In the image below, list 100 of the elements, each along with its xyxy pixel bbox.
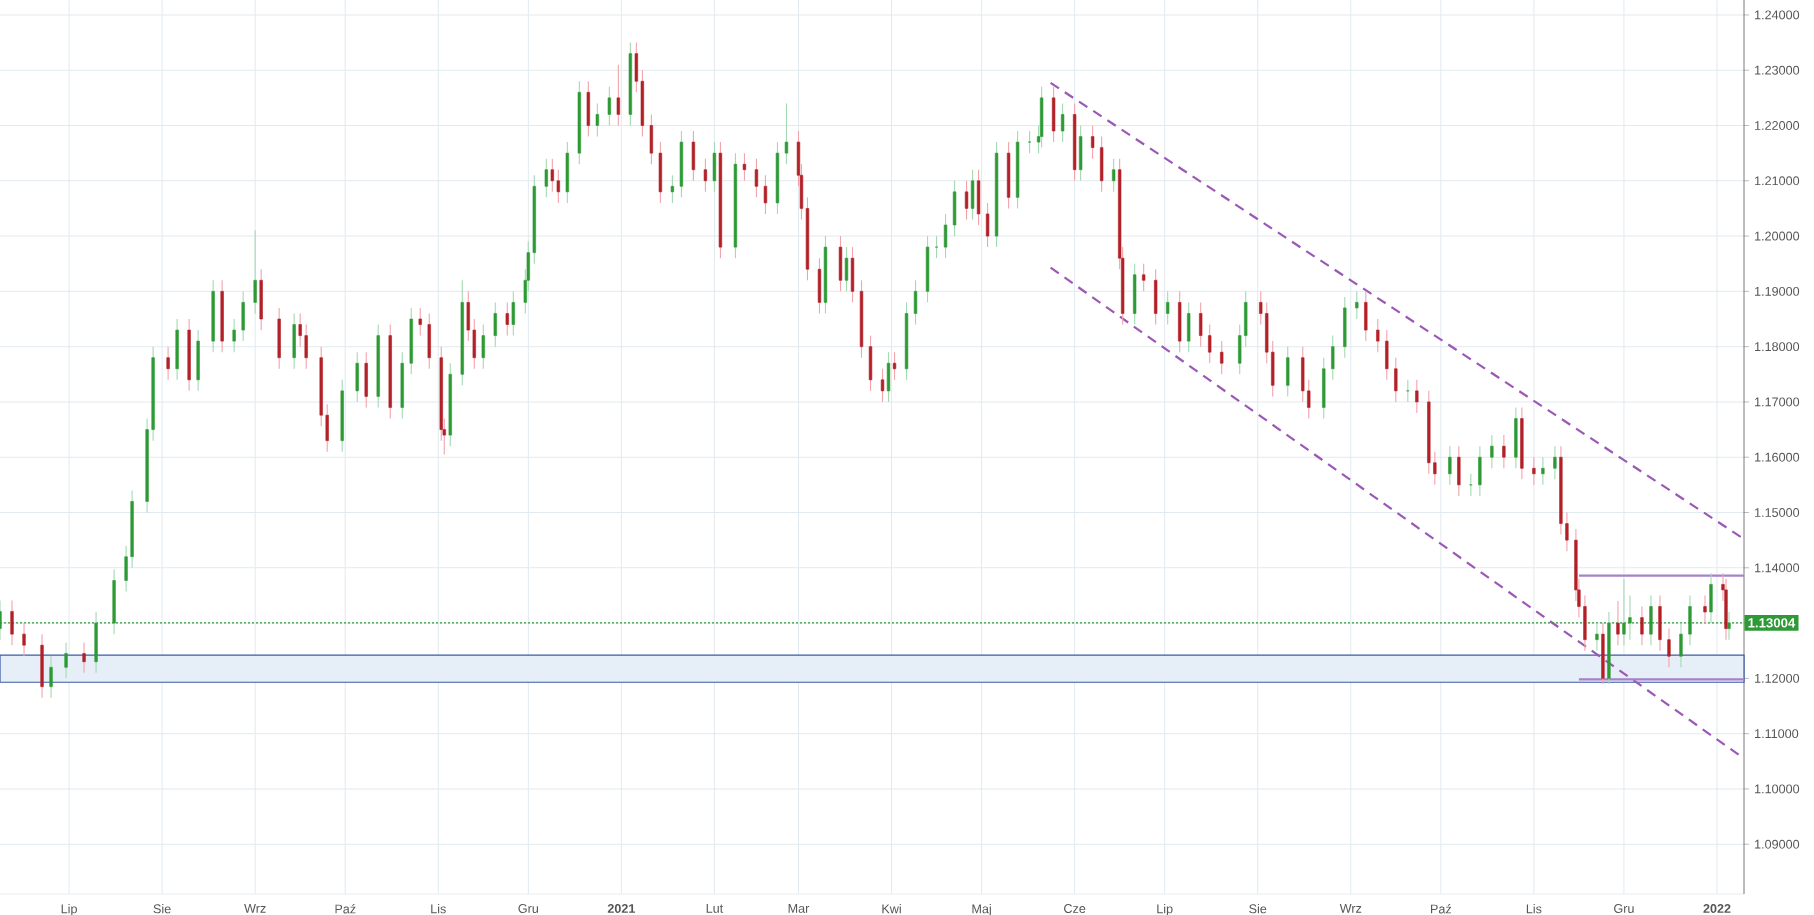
candlestick [1331, 335, 1335, 381]
candlestick [493, 301, 497, 348]
candlestick [703, 158, 708, 193]
candlestick [754, 158, 759, 198]
x-tick-label: Wrz [244, 904, 266, 913]
candlestick [1565, 511, 1569, 552]
y-tick-label: 1.24000 [1755, 10, 1800, 20]
candlestick [880, 368, 885, 403]
x-tick-label: Lis [1526, 904, 1542, 914]
candlestick [232, 318, 236, 353]
x-tick-label: Gru [518, 904, 538, 913]
candlestick [943, 213, 948, 259]
candlestick [505, 301, 509, 337]
candlestick [22, 622, 26, 657]
candlestick [304, 323, 308, 370]
x-tick-label: Lip [61, 904, 77, 915]
candlestick [1220, 340, 1224, 375]
y-tick-label: 1.20000 [1755, 231, 1800, 241]
candlestick [1703, 594, 1707, 624]
candlestick [1553, 445, 1557, 480]
candlestick [742, 152, 747, 182]
candlestick [1199, 301, 1203, 348]
candlestick [892, 351, 897, 381]
y-tick-label: 1.10000 [1755, 784, 1800, 794]
candlestick [298, 312, 302, 348]
x-tick-label: Maj [972, 904, 991, 915]
candlestick [1448, 445, 1452, 486]
candlestick [1532, 456, 1536, 486]
candlestick [1307, 379, 1311, 420]
candlestick [10, 599, 14, 646]
y-tick-label: 1.11000 [1755, 729, 1799, 739]
y-tick-label: 1.14000 [1755, 563, 1800, 573]
x-tick-label: Mar [788, 904, 810, 913]
x-tick-label: Sie [153, 904, 171, 914]
candlestick [964, 180, 969, 221]
candlestick [544, 158, 548, 198]
candlestick [1060, 102, 1065, 143]
x-tick-label: Paź [335, 904, 356, 914]
candlestick [49, 655, 53, 699]
candlestick [82, 641, 86, 674]
candlestick [511, 290, 515, 337]
candlestick [1090, 124, 1095, 160]
y-tick-label: 1.18000 [1755, 342, 1800, 352]
x-tick-label: Lut [706, 904, 724, 913]
y-tick-label: 1.22000 [1755, 121, 1800, 130]
candlestick [64, 641, 68, 679]
x-tick-label: 2022 [1703, 904, 1731, 913]
y-tick-label: 1.15000 [1755, 508, 1800, 517]
ref-line-label: 1.13004 [1748, 618, 1796, 628]
x-tick-label: 2021 [607, 904, 636, 913]
candlestick [844, 246, 849, 292]
candlestick [1502, 434, 1506, 469]
x-tick-label: Cze [1064, 904, 1086, 913]
x-tick-label: Sie [1249, 904, 1267, 914]
candlestick [1415, 379, 1419, 414]
y-tick-label: 1.17000 [1755, 397, 1800, 407]
candlestick [1394, 357, 1398, 403]
candlestick [1027, 130, 1032, 154]
candlestick [763, 174, 768, 215]
candlestick [1376, 318, 1380, 353]
candlestick [550, 158, 554, 193]
candlestick [1259, 290, 1263, 326]
candlestick [1490, 434, 1494, 469]
candlestick [1166, 290, 1170, 326]
candlestick [913, 279, 918, 326]
x-tick-label: Paź [1431, 904, 1452, 914]
candlestick [1208, 323, 1212, 364]
candlestick [985, 202, 990, 248]
x-tick-label: Lis [431, 904, 446, 914]
candlestick [556, 169, 560, 204]
candlestick [481, 323, 485, 370]
y-tick-label: 1.21000 [1755, 176, 1800, 186]
candlestick [1616, 600, 1620, 646]
candlestick [166, 346, 170, 381]
candlestick [1541, 456, 1545, 486]
candlestick [1433, 451, 1437, 486]
candlestick [607, 86, 612, 127]
y-tick-label: 1.12000 [1755, 673, 1800, 683]
candlestick [934, 235, 939, 259]
x-tick-label: Gru [1614, 904, 1634, 913]
candlestick [670, 174, 675, 204]
x-tick-label: Kwi [882, 904, 901, 914]
candlestick [124, 545, 128, 593]
y-tick-label: 1.16000 [1755, 452, 1800, 462]
candlestick [418, 307, 422, 337]
candlestick [1142, 263, 1146, 292]
y-tick-label: 1.23000 [1755, 65, 1800, 75]
candlestick [1667, 628, 1671, 668]
y-tick-label: 1.19000 [1755, 286, 1800, 296]
candlestick [1469, 473, 1473, 497]
y-tick-label: 1.09000 [1755, 839, 1800, 849]
candlestick [784, 102, 789, 165]
candlestick [1406, 379, 1410, 403]
candlestick [1355, 290, 1359, 320]
candlestick [1640, 605, 1644, 646]
candlestick [1111, 158, 1116, 193]
candlestick [595, 102, 599, 138]
candlestick [616, 64, 621, 127]
x-tick-label: Lip [1157, 904, 1173, 915]
x-tick-label: Wrz [1339, 904, 1362, 913]
